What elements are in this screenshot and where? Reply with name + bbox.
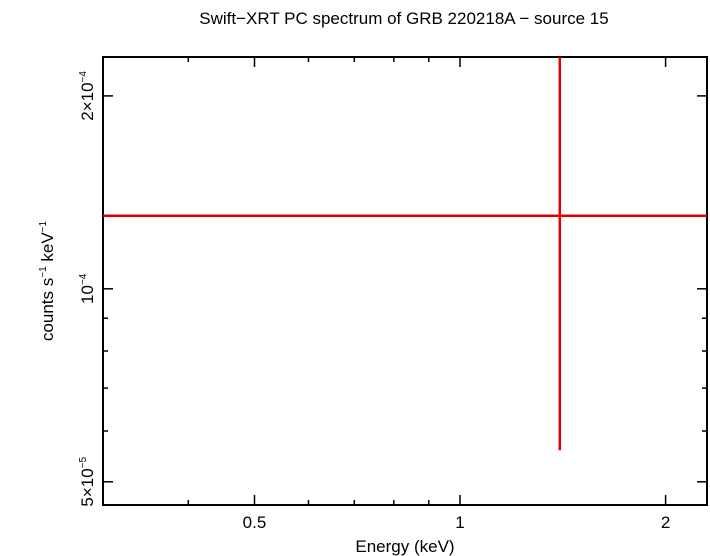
x-tick-label: 0.5 xyxy=(243,513,267,532)
y-axis-label-exp2: −1 xyxy=(38,220,49,232)
y-axis-tick-labels: 5×10−5 10−4 2×10−4 xyxy=(78,71,97,507)
series-layer xyxy=(103,57,707,451)
x-axis-label: Energy (keV) xyxy=(355,537,454,556)
plot-frame xyxy=(102,56,708,506)
x-tick-label: 1 xyxy=(455,513,464,532)
chart-title: Swift−XRT PC spectrum of GRB 220218A − s… xyxy=(199,9,608,28)
x-tick-label: 2 xyxy=(661,513,670,532)
plot-area xyxy=(102,56,708,506)
y-tick-label: 5×10−5 xyxy=(78,457,97,507)
y-axis-label-base: counts s xyxy=(38,278,57,341)
x-axis-tick-labels: 0.5 1 2 xyxy=(243,513,671,532)
y-axis-ticks xyxy=(103,95,707,483)
y-axis-label-mid: keV xyxy=(38,232,57,267)
y-tick-label: 2×10−4 xyxy=(78,71,97,121)
x-axis-ticks xyxy=(102,57,667,505)
y-tick-label: 10−4 xyxy=(78,273,97,304)
y-axis-label: counts s−1 keV−1 xyxy=(38,220,57,341)
y-axis-label-exp1: −1 xyxy=(38,266,49,278)
data-point xyxy=(103,57,707,451)
